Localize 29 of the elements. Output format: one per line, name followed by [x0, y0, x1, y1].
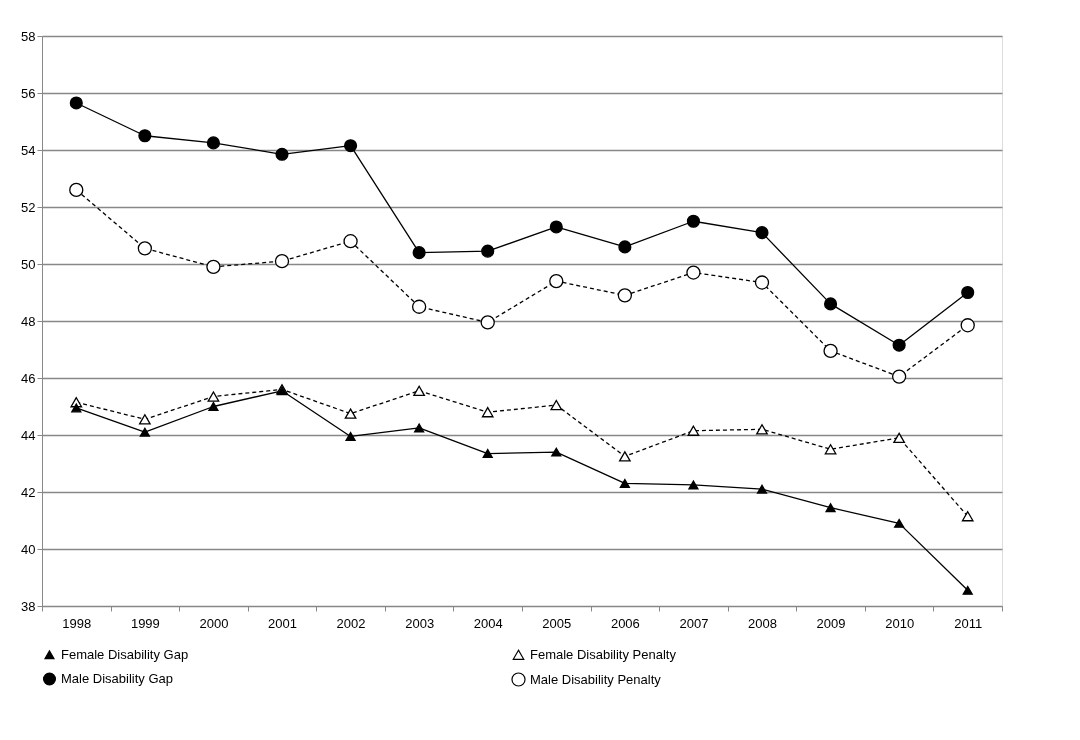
x-tick-label: 2009	[816, 615, 846, 631]
y-tick-label: 48	[21, 313, 36, 329]
x-tick-label: 2005	[542, 615, 572, 631]
y-tick-label: 44	[21, 427, 36, 443]
y-tick-label: 50	[21, 256, 36, 272]
legend-label: Male Disability Gap	[61, 671, 173, 686]
x-tick-label: 2002	[336, 615, 366, 631]
x-tick-label: 2004	[473, 615, 503, 631]
y-tick-label: 38	[21, 598, 36, 614]
y-tick-label: 52	[21, 199, 36, 215]
legend-label: Male Disability Penalty	[530, 671, 662, 687]
x-tick-label: 2010	[885, 615, 915, 631]
x-tick-label: 2006	[610, 615, 640, 631]
x-tick-label: 1998	[62, 615, 92, 631]
legend-label: Female Disability Gap	[61, 646, 189, 662]
y-tick-label: 58	[21, 28, 36, 44]
x-tick-label: 1999	[130, 615, 160, 631]
x-tick-label: 2007	[679, 615, 709, 631]
x-tick-label: 2001	[268, 615, 297, 631]
x-tick-label: 2008	[748, 615, 777, 631]
y-tick-label: 42	[21, 484, 36, 500]
y-tick-label: 56	[21, 85, 36, 101]
y-tick-label: 46	[21, 370, 36, 386]
y-tick-label: 40	[21, 541, 36, 557]
x-tick-label: 2011	[954, 615, 983, 631]
legend-label: Female Disability Penalty	[530, 646, 677, 662]
x-tick-label: 2000	[199, 615, 229, 631]
y-tick-label: 54	[21, 142, 36, 158]
x-tick-label: 2003	[405, 615, 435, 631]
